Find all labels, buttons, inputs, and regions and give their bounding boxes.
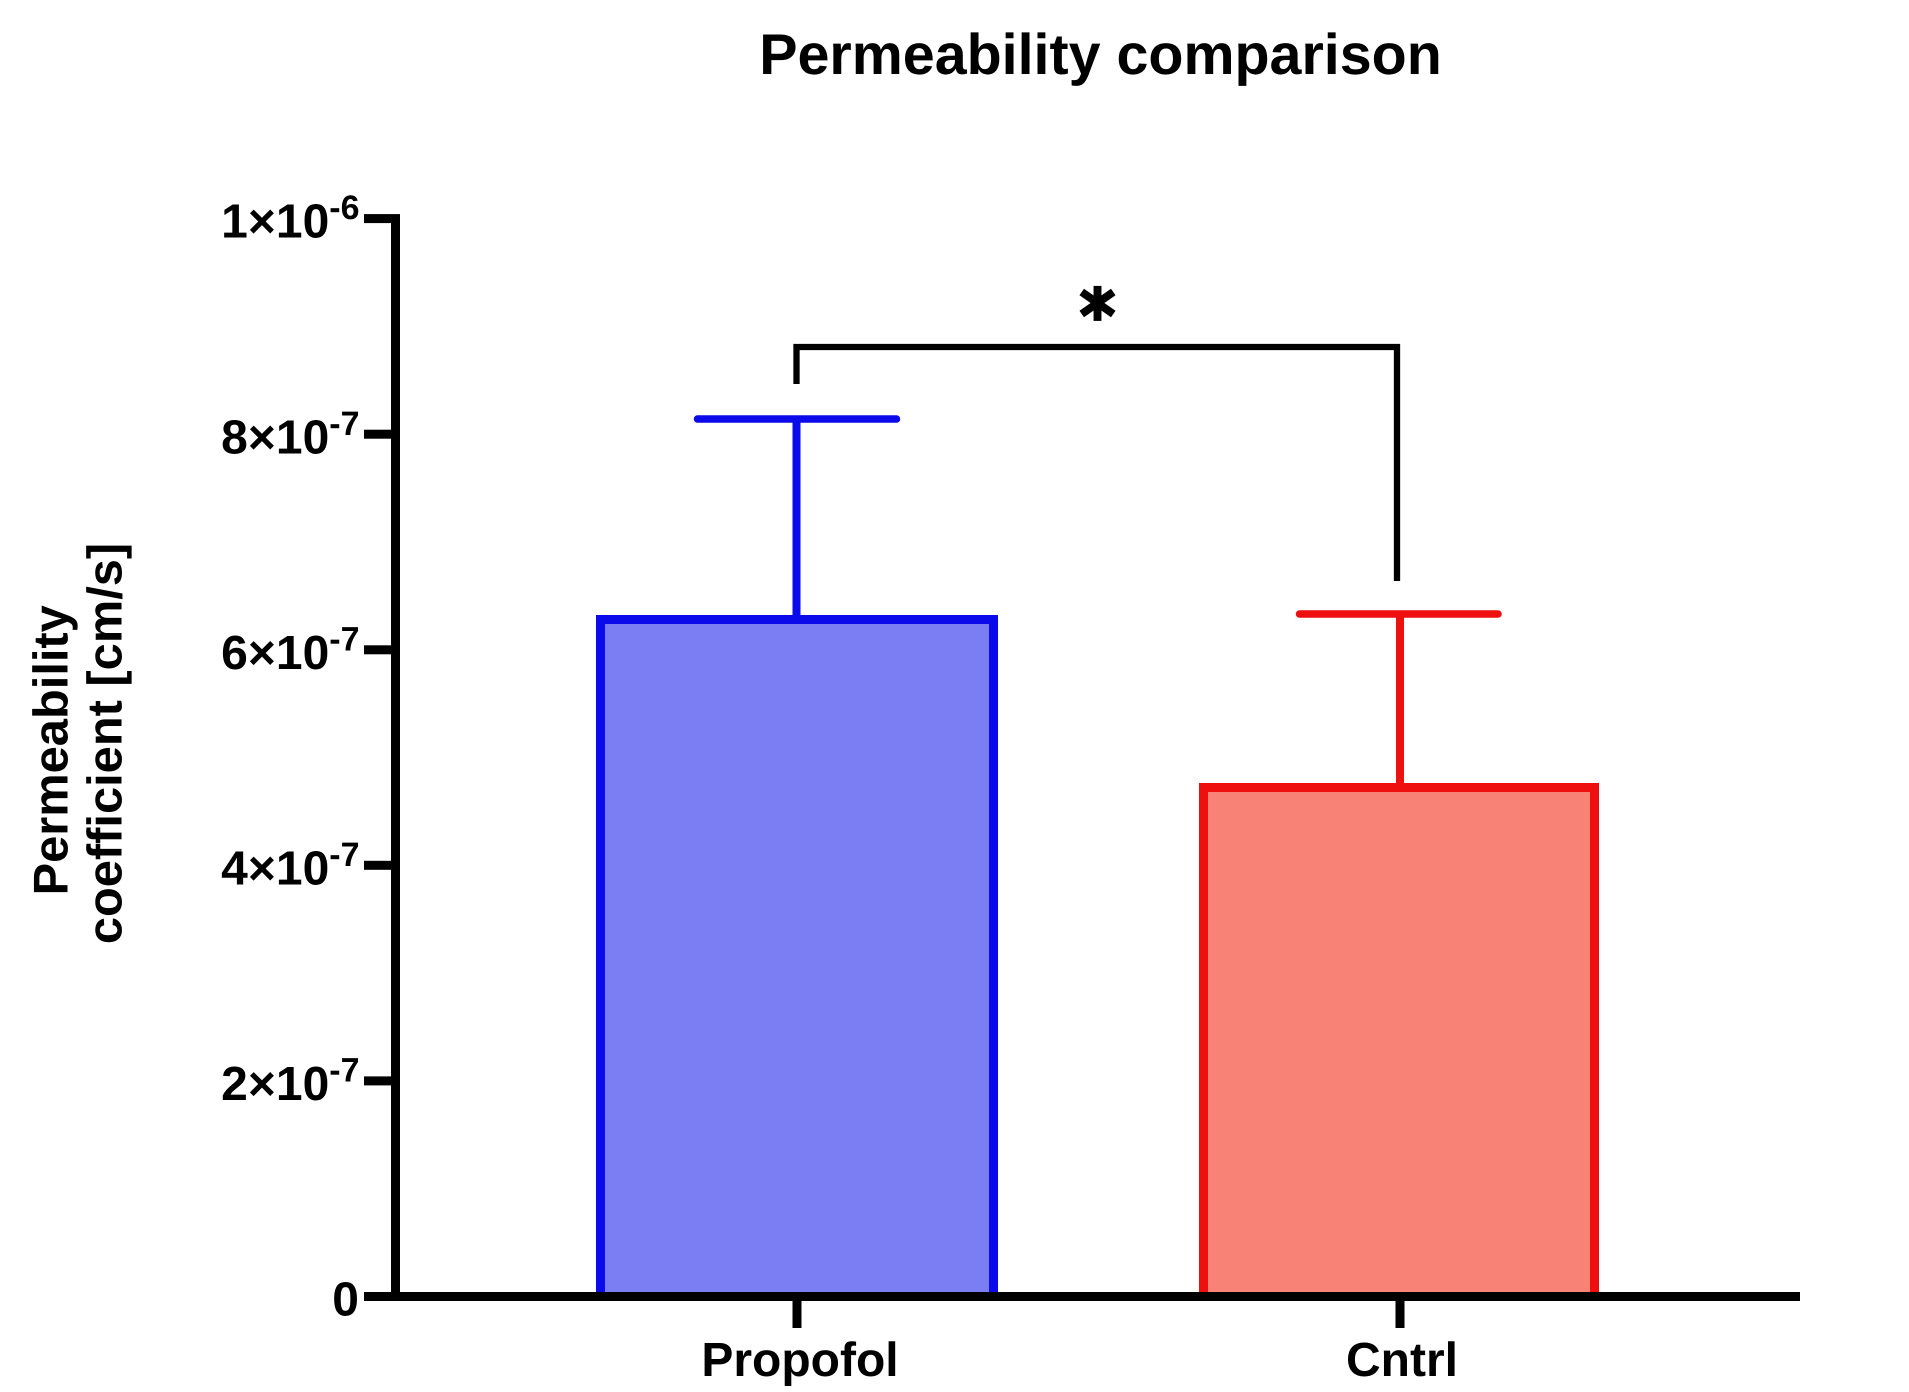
svg-text:4×10-7: 4×10-7 bbox=[221, 836, 359, 896]
svg-text:6×10-7: 6×10-7 bbox=[221, 620, 359, 680]
svg-text:0: 0 bbox=[332, 1274, 359, 1327]
svg-text:2×10-7: 2×10-7 bbox=[221, 1052, 359, 1112]
svg-text:Permeability coefficient: Permeability coefficient [cm/s] bbox=[25, 543, 133, 944]
svg-text:Permeability comparison: Permeability comparison bbox=[759, 23, 1442, 87]
svg-text:Cntrl: Cntrl bbox=[1346, 1334, 1458, 1387]
svg-text:1×10-6: 1×10-6 bbox=[221, 189, 359, 249]
svg-text:8×10-7: 8×10-7 bbox=[221, 405, 359, 465]
svg-text:Propofol: Propofol bbox=[701, 1334, 898, 1387]
